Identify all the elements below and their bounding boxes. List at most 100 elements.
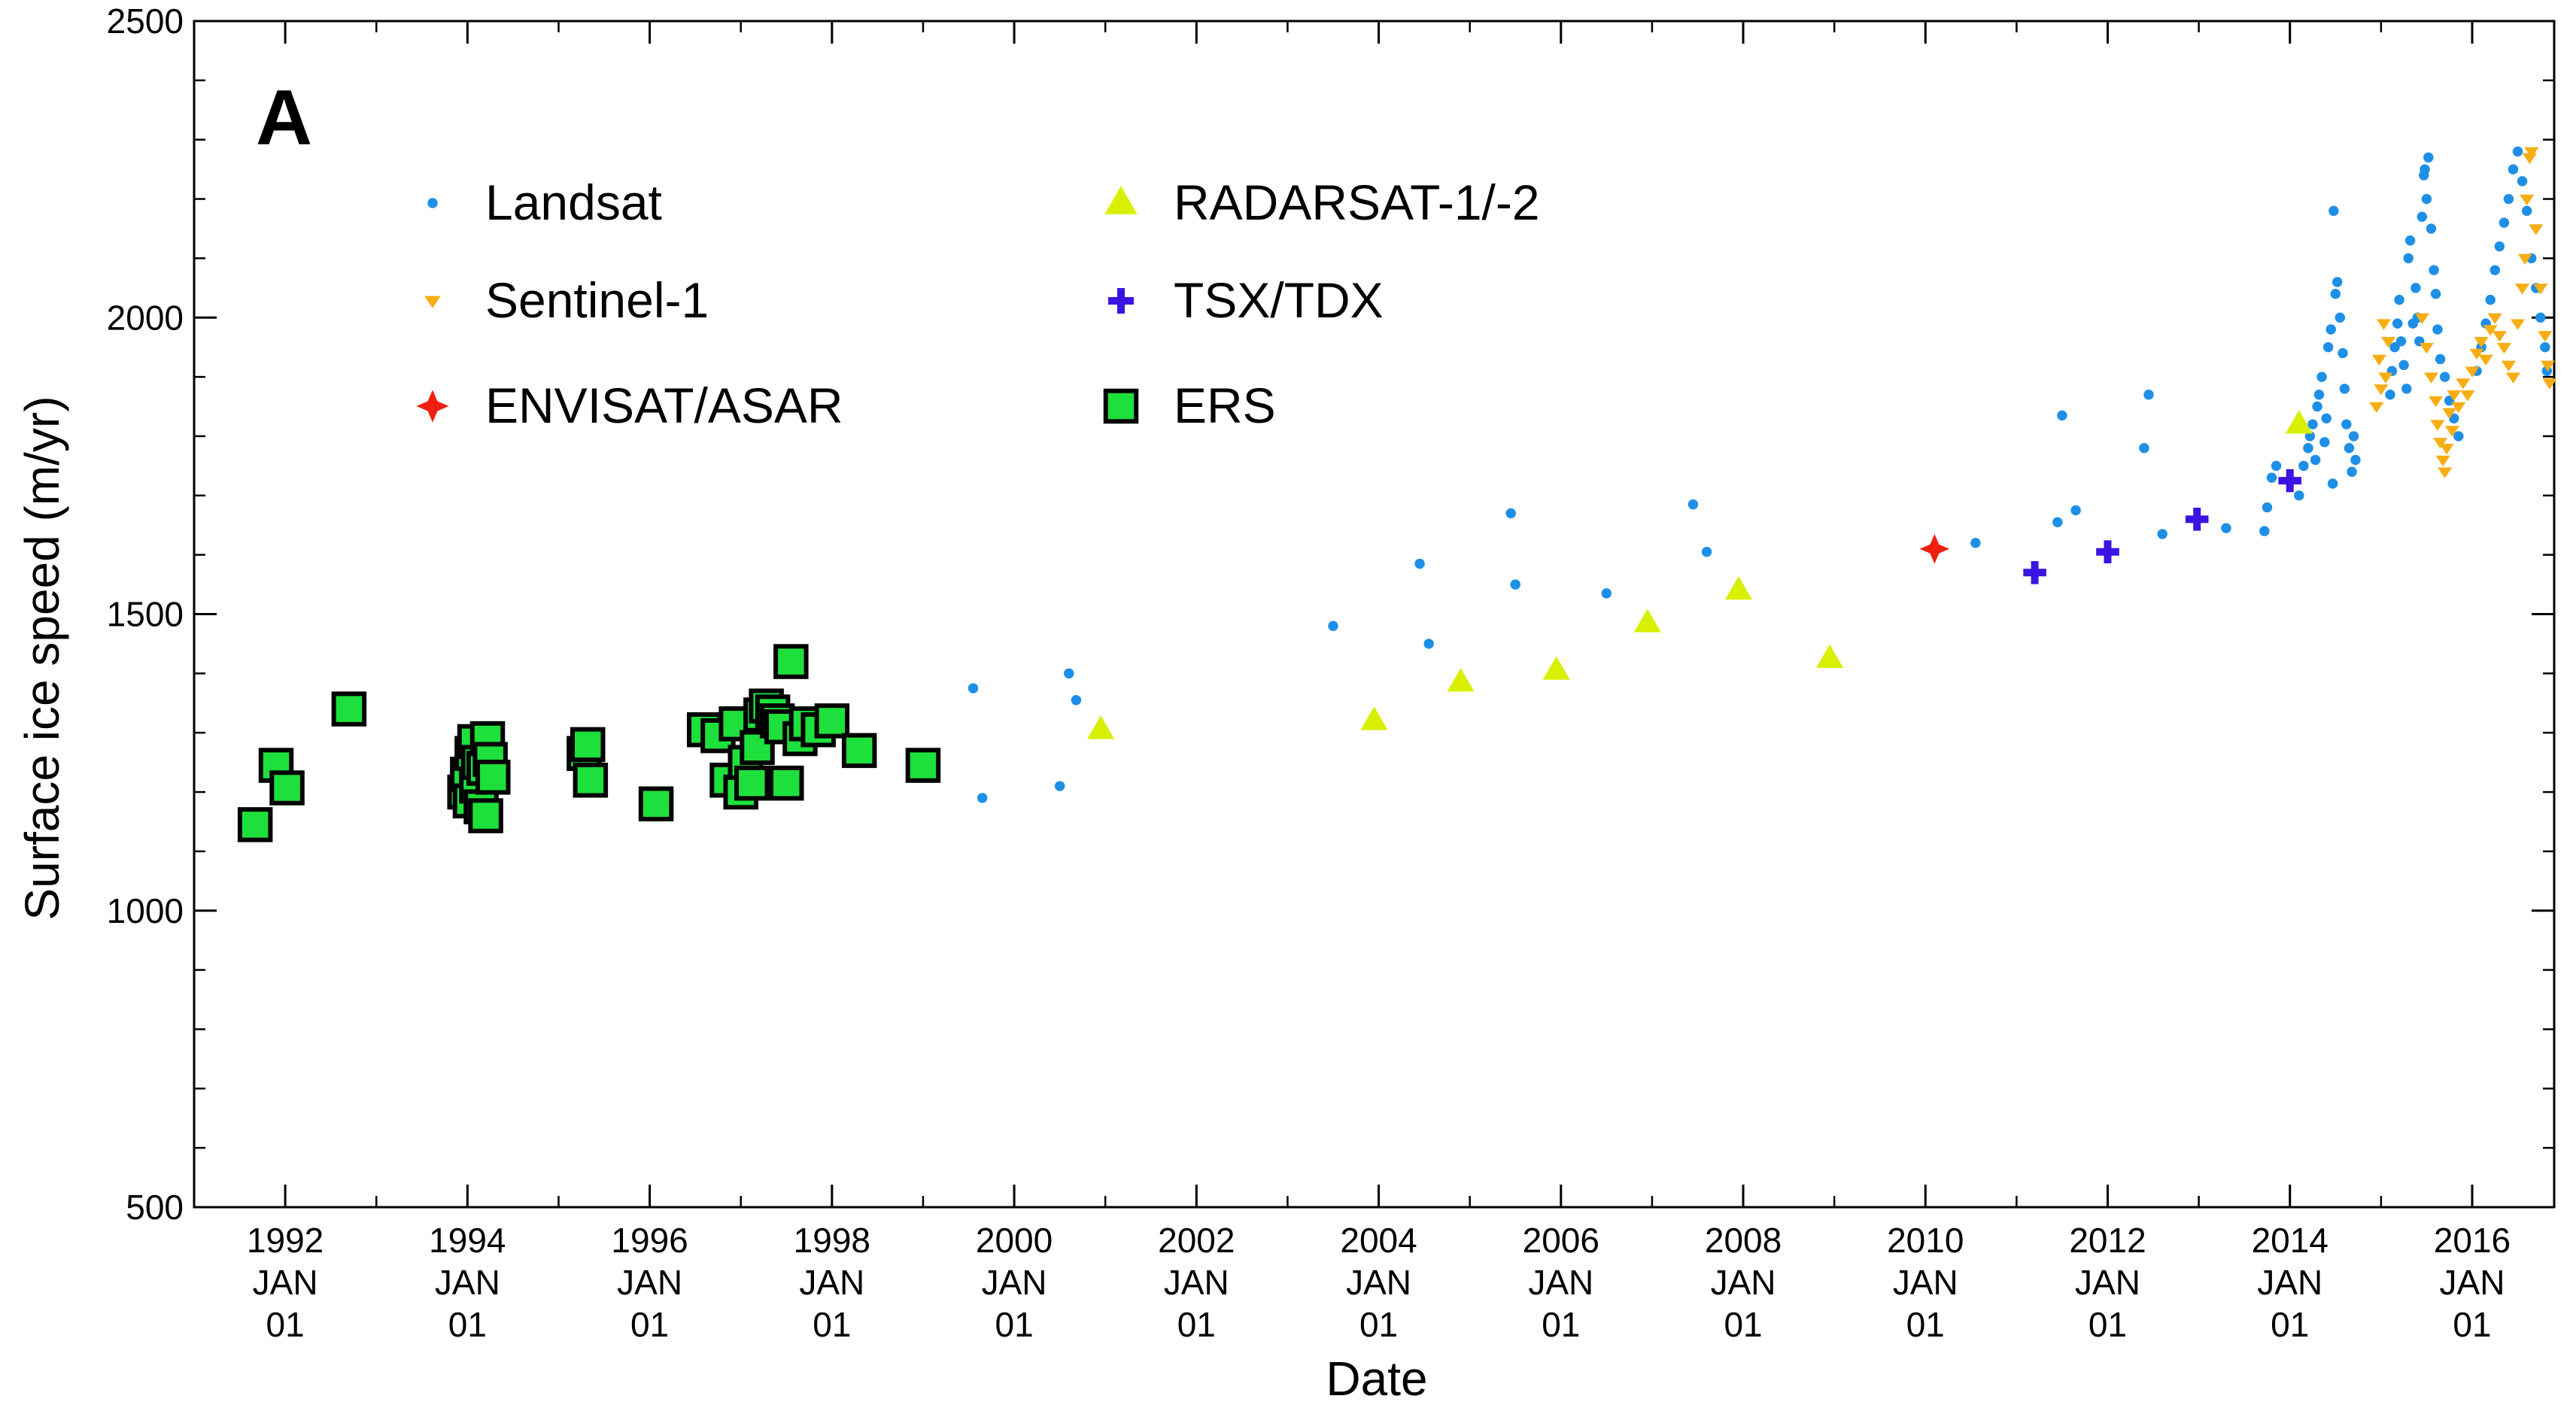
- data-point: [1816, 644, 1844, 668]
- y-tick-label: 2000: [107, 298, 184, 337]
- x-tick-label: JAN: [1893, 1263, 1958, 1302]
- y-tick-label: 1500: [107, 595, 184, 634]
- data-point: [2378, 372, 2393, 384]
- data-point: [2428, 396, 2444, 408]
- legend-item: ENVISAT/ASAR: [416, 378, 843, 433]
- data-point: [905, 748, 941, 783]
- x-tick-label: JAN: [982, 1263, 1047, 1302]
- y-tick-label: 1000: [107, 891, 184, 930]
- data-point: [2385, 390, 2395, 400]
- data-point: [2520, 194, 2535, 206]
- data-point: [2469, 348, 2484, 360]
- x-tick-label: JAN: [799, 1263, 864, 1302]
- data-point: [773, 644, 809, 679]
- data-point: [2517, 253, 2532, 266]
- data-point: [1423, 639, 1434, 649]
- data-point: [2444, 426, 2459, 437]
- x-tick-label: 2006: [1523, 1221, 1599, 1260]
- x-tick-label: 01: [1906, 1305, 1945, 1344]
- x-tick-label: JAN: [1346, 1263, 1411, 1302]
- data-point: [2322, 341, 2334, 353]
- data-point: [1919, 533, 1950, 564]
- x-tick-label: 2016: [2434, 1221, 2511, 1260]
- x-tick-label: 01: [266, 1305, 305, 1344]
- y-tick-label: 500: [126, 1188, 184, 1227]
- data-point: [2404, 235, 2416, 246]
- data-point: [734, 765, 770, 801]
- data-point: [2414, 313, 2429, 324]
- data-point: [2535, 312, 2546, 323]
- data-point: [2341, 419, 2352, 429]
- data-point: [2426, 223, 2437, 234]
- x-tick-label: 01: [1542, 1305, 1580, 1344]
- data-point: [2510, 319, 2526, 330]
- data-point: [269, 770, 305, 806]
- data-point: [2503, 193, 2514, 205]
- data-point: [570, 727, 606, 763]
- data-point: [2394, 294, 2404, 305]
- x-tick-label: 2008: [1705, 1221, 1782, 1260]
- data-point: [2515, 284, 2530, 295]
- x-tick-label: JAN: [2257, 1263, 2322, 1302]
- data-point: [2435, 455, 2450, 467]
- data-point: [2456, 378, 2471, 390]
- data-point: [2419, 342, 2435, 354]
- x-axis-label: Date: [1326, 1352, 1427, 1406]
- data-point: [2483, 325, 2498, 336]
- data-point: [2442, 408, 2457, 420]
- x-tick-label: 01: [995, 1305, 1033, 1344]
- data-point: [2339, 384, 2350, 394]
- x-tick-label: 1996: [611, 1221, 688, 1260]
- panel-label: A: [256, 74, 312, 162]
- data-point: [2474, 337, 2489, 348]
- data-point: [2298, 460, 2309, 472]
- legend-marker: [427, 198, 438, 208]
- data-point: [2505, 372, 2521, 384]
- data-point: [2521, 205, 2532, 217]
- data-point: [2540, 341, 2550, 353]
- data-point: [573, 763, 609, 798]
- data-point: [2423, 152, 2434, 163]
- data-point: [1542, 656, 1570, 680]
- data-point: [2313, 390, 2325, 400]
- y-tick-label: 2500: [107, 2, 184, 41]
- data-point: [2096, 540, 2119, 564]
- x-tick-label: JAN: [253, 1263, 318, 1302]
- x-tick-label: 2002: [1158, 1221, 1235, 1260]
- data-point: [2478, 354, 2493, 366]
- x-tick-label: JAN: [435, 1263, 500, 1302]
- legend-label: Landsat: [485, 174, 662, 230]
- x-tick-label: JAN: [1711, 1263, 1776, 1302]
- data-point: [2542, 378, 2557, 390]
- data-point: [2496, 342, 2511, 354]
- data-point: [1601, 588, 1612, 599]
- data-point: [2401, 384, 2412, 394]
- data-point: [2395, 336, 2407, 347]
- x-tick-label: 2012: [2069, 1221, 2146, 1260]
- x-tick-label: 2010: [1887, 1221, 1964, 1260]
- x-tick-label: JAN: [1164, 1263, 1229, 1302]
- data-point: [1071, 695, 1082, 705]
- data-point: [2533, 284, 2548, 295]
- data-point: [2321, 413, 2331, 424]
- data-point: [2285, 410, 2313, 434]
- data-point: [2524, 147, 2539, 159]
- data-point: [2492, 331, 2507, 342]
- data-point: [2435, 354, 2446, 365]
- data-point: [2403, 253, 2413, 264]
- legend-marker: [1104, 186, 1138, 214]
- data-point: [1064, 668, 1074, 679]
- data-point: [468, 798, 503, 833]
- data-point: [2429, 265, 2439, 275]
- data-point: [2453, 431, 2464, 441]
- legend-item: Sentinel-1: [424, 272, 709, 328]
- data-point: [2398, 360, 2409, 371]
- data-point: [2501, 360, 2517, 372]
- data-point: [2430, 288, 2441, 299]
- x-tick-label: 2000: [976, 1221, 1053, 1260]
- data-point: [2489, 265, 2500, 275]
- data-point: [2439, 443, 2454, 455]
- data-point: [2330, 288, 2341, 299]
- data-point: [475, 760, 511, 795]
